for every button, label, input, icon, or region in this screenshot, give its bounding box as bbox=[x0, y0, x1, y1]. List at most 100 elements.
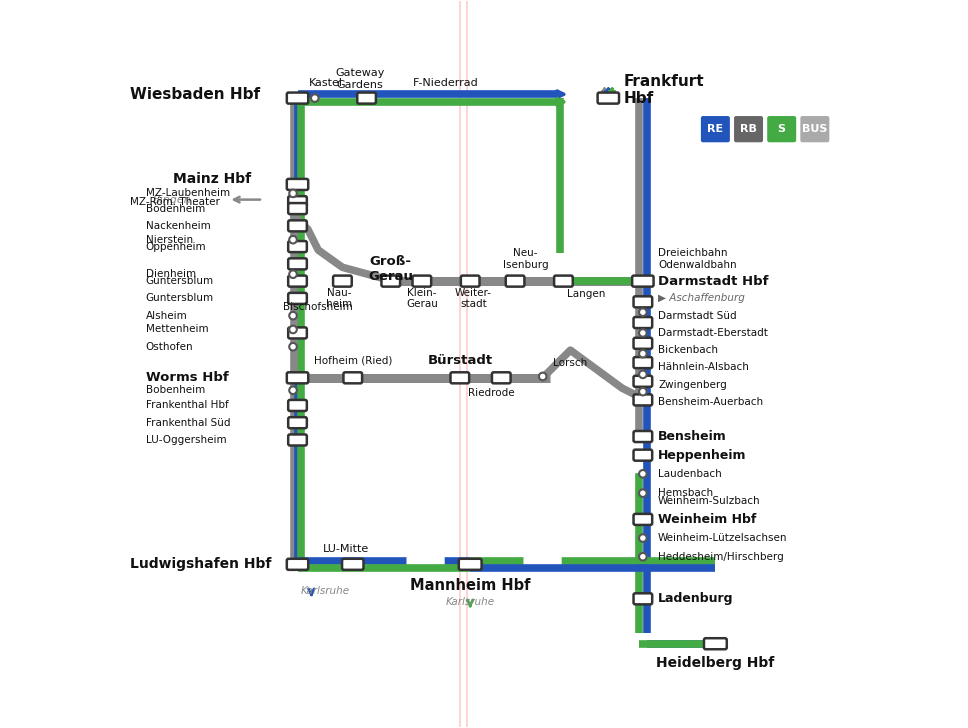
Circle shape bbox=[289, 325, 297, 333]
Text: MZ-Laubenheim: MZ-Laubenheim bbox=[145, 189, 229, 199]
FancyBboxPatch shape bbox=[288, 328, 307, 339]
FancyBboxPatch shape bbox=[288, 417, 307, 428]
Circle shape bbox=[639, 388, 647, 395]
Text: Heidelberg Hbf: Heidelberg Hbf bbox=[656, 656, 774, 670]
FancyBboxPatch shape bbox=[633, 395, 652, 405]
Circle shape bbox=[289, 387, 297, 394]
FancyBboxPatch shape bbox=[768, 116, 797, 142]
Circle shape bbox=[639, 329, 647, 337]
FancyBboxPatch shape bbox=[505, 276, 525, 287]
FancyBboxPatch shape bbox=[333, 276, 351, 287]
Text: Riedrode: Riedrode bbox=[468, 388, 514, 398]
FancyBboxPatch shape bbox=[554, 276, 573, 287]
FancyBboxPatch shape bbox=[344, 372, 362, 384]
Text: Darmstadt-Eberstadt: Darmstadt-Eberstadt bbox=[658, 328, 768, 338]
FancyBboxPatch shape bbox=[461, 276, 479, 287]
Text: Karlsruhe: Karlsruhe bbox=[445, 597, 495, 607]
Text: Mettenheim: Mettenheim bbox=[145, 325, 208, 334]
Text: F-Niederrad: F-Niederrad bbox=[413, 78, 479, 88]
FancyBboxPatch shape bbox=[288, 241, 307, 252]
FancyBboxPatch shape bbox=[288, 400, 307, 411]
Text: Dienheim: Dienheim bbox=[145, 269, 196, 280]
Text: RB: RB bbox=[741, 124, 757, 134]
FancyBboxPatch shape bbox=[288, 203, 307, 214]
FancyBboxPatch shape bbox=[288, 221, 307, 232]
Text: RE: RE bbox=[708, 124, 723, 134]
Circle shape bbox=[639, 553, 647, 561]
Text: Darmstadt Hbf: Darmstadt Hbf bbox=[658, 274, 769, 288]
Circle shape bbox=[639, 350, 647, 357]
FancyBboxPatch shape bbox=[633, 514, 652, 525]
Text: Frankfurt
Hbf: Frankfurt Hbf bbox=[623, 74, 704, 106]
FancyBboxPatch shape bbox=[633, 296, 652, 307]
Text: Weinheim-Lützelsachsen: Weinheim-Lützelsachsen bbox=[658, 533, 788, 543]
Text: Nackenheim: Nackenheim bbox=[145, 221, 210, 231]
FancyBboxPatch shape bbox=[801, 116, 830, 142]
Text: Weiter-
stadt: Weiter- stadt bbox=[455, 288, 492, 309]
Circle shape bbox=[289, 343, 297, 350]
Circle shape bbox=[289, 189, 297, 197]
FancyBboxPatch shape bbox=[633, 376, 652, 387]
FancyBboxPatch shape bbox=[633, 450, 652, 461]
Text: Osthofen: Osthofen bbox=[145, 341, 194, 352]
Text: Ludwigshafen Hbf: Ludwigshafen Hbf bbox=[130, 558, 271, 571]
Circle shape bbox=[639, 489, 647, 497]
Circle shape bbox=[289, 236, 297, 243]
Text: Oppenheim: Oppenheim bbox=[145, 242, 206, 252]
Text: Ladenburg: Ladenburg bbox=[658, 593, 734, 606]
Text: Heddesheim/Hirschberg: Heddesheim/Hirschberg bbox=[658, 552, 784, 562]
FancyBboxPatch shape bbox=[287, 92, 308, 103]
Text: Langen: Langen bbox=[567, 288, 605, 298]
Text: Groß-
Gerau: Groß- Gerau bbox=[368, 255, 413, 282]
FancyBboxPatch shape bbox=[412, 276, 431, 287]
FancyBboxPatch shape bbox=[288, 435, 307, 446]
Text: ▶ Aschaffenburg: ▶ Aschaffenburg bbox=[658, 293, 745, 304]
Text: LU-Mitte: LU-Mitte bbox=[322, 544, 369, 554]
Text: Weinheim-Sulzbach: Weinheim-Sulzbach bbox=[658, 496, 761, 506]
Text: Hemsbach: Hemsbach bbox=[658, 488, 713, 498]
Text: Zwingenberg: Zwingenberg bbox=[658, 380, 727, 389]
Text: Nau-
heim: Nau- heim bbox=[326, 288, 352, 309]
Text: Laudenbach: Laudenbach bbox=[658, 469, 722, 479]
Circle shape bbox=[289, 312, 297, 320]
Text: Weinheim Hbf: Weinheim Hbf bbox=[658, 513, 756, 526]
Circle shape bbox=[639, 371, 647, 378]
FancyBboxPatch shape bbox=[633, 317, 652, 328]
Text: Mannheim Hbf: Mannheim Hbf bbox=[409, 577, 530, 593]
Text: Worms Hbf: Worms Hbf bbox=[145, 371, 228, 384]
FancyBboxPatch shape bbox=[287, 179, 308, 190]
Text: Frankenthal Süd: Frankenthal Süd bbox=[145, 418, 230, 428]
FancyBboxPatch shape bbox=[492, 372, 510, 384]
Text: Bickenbach: Bickenbach bbox=[658, 345, 718, 355]
Text: Bensheim-Auerbach: Bensheim-Auerbach bbox=[658, 397, 763, 407]
FancyBboxPatch shape bbox=[633, 338, 652, 349]
Text: Hofheim (Ried): Hofheim (Ried) bbox=[314, 355, 392, 365]
Circle shape bbox=[639, 534, 647, 542]
Text: Wiesbaden Hbf: Wiesbaden Hbf bbox=[130, 87, 259, 102]
Text: Bürstadt: Bürstadt bbox=[427, 354, 493, 367]
Text: Mainz Hbf: Mainz Hbf bbox=[173, 172, 252, 186]
FancyBboxPatch shape bbox=[704, 638, 727, 649]
FancyBboxPatch shape bbox=[288, 276, 307, 287]
Text: Bodenheim: Bodenheim bbox=[145, 204, 205, 213]
Text: Alsheim: Alsheim bbox=[145, 311, 188, 320]
FancyBboxPatch shape bbox=[288, 293, 307, 304]
Text: Darmstadt Süd: Darmstadt Süd bbox=[658, 311, 737, 320]
Text: Bensheim: Bensheim bbox=[658, 430, 727, 443]
Text: Heppenheim: Heppenheim bbox=[658, 448, 746, 462]
Circle shape bbox=[639, 470, 647, 478]
Text: Dreieichbahn
Odenwaldbahn: Dreieichbahn Odenwaldbahn bbox=[658, 248, 737, 270]
FancyBboxPatch shape bbox=[288, 196, 307, 207]
Text: Bingen: Bingen bbox=[153, 194, 192, 205]
Text: S: S bbox=[777, 124, 786, 134]
FancyBboxPatch shape bbox=[632, 276, 653, 287]
Text: Nierstein: Nierstein bbox=[145, 234, 193, 245]
FancyBboxPatch shape bbox=[381, 276, 400, 287]
Circle shape bbox=[311, 95, 318, 102]
FancyBboxPatch shape bbox=[701, 116, 730, 142]
Text: Gateway
Gardens: Gateway Gardens bbox=[335, 68, 384, 90]
Circle shape bbox=[639, 309, 647, 316]
Text: Frankenthal Hbf: Frankenthal Hbf bbox=[145, 400, 228, 411]
FancyBboxPatch shape bbox=[450, 372, 469, 384]
Text: Hähnlein-Alsbach: Hähnlein-Alsbach bbox=[658, 363, 749, 373]
